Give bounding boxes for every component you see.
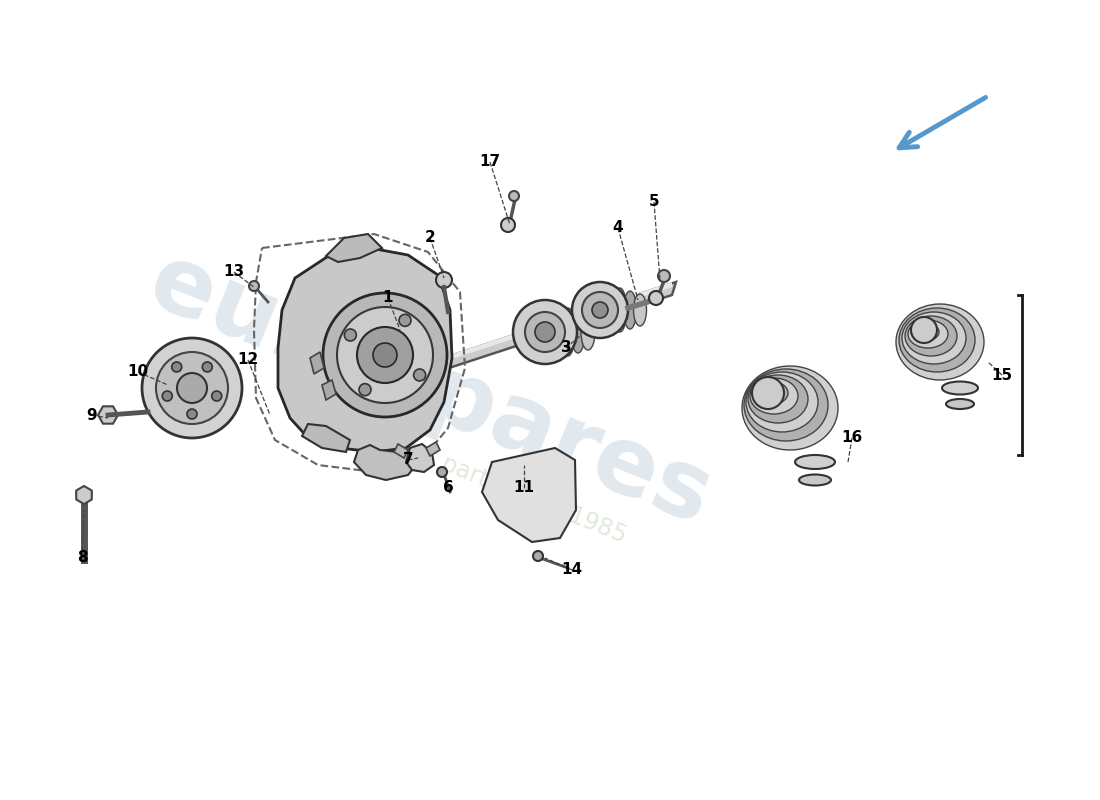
Circle shape <box>509 191 519 201</box>
Polygon shape <box>406 444 434 472</box>
Circle shape <box>572 282 628 338</box>
Ellipse shape <box>742 366 838 450</box>
Ellipse shape <box>581 314 595 350</box>
Polygon shape <box>326 234 382 262</box>
Text: 13: 13 <box>223 265 244 279</box>
Ellipse shape <box>594 282 606 338</box>
Circle shape <box>187 409 197 419</box>
Text: 8: 8 <box>77 550 87 566</box>
Text: 2: 2 <box>425 230 436 246</box>
Circle shape <box>323 293 447 417</box>
Polygon shape <box>345 282 672 394</box>
Circle shape <box>513 300 578 364</box>
Ellipse shape <box>561 308 575 356</box>
Circle shape <box>534 551 543 561</box>
Ellipse shape <box>905 316 957 356</box>
Text: 7: 7 <box>403 453 414 467</box>
Circle shape <box>911 317 937 343</box>
Circle shape <box>163 391 173 401</box>
Text: 9: 9 <box>87 407 97 422</box>
Circle shape <box>373 343 397 367</box>
Circle shape <box>582 292 618 328</box>
Text: 17: 17 <box>480 154 501 170</box>
Circle shape <box>535 322 556 342</box>
Text: 6: 6 <box>442 481 453 495</box>
Circle shape <box>156 352 228 424</box>
Polygon shape <box>98 406 118 424</box>
Circle shape <box>649 291 663 305</box>
Ellipse shape <box>911 323 939 341</box>
Circle shape <box>592 302 608 318</box>
Ellipse shape <box>908 320 948 348</box>
Polygon shape <box>354 445 420 480</box>
Circle shape <box>752 377 784 409</box>
Text: 12: 12 <box>238 353 258 367</box>
Text: eurospares: eurospares <box>135 235 724 545</box>
Ellipse shape <box>744 369 828 441</box>
Polygon shape <box>302 424 350 452</box>
Text: a passion for parts since 1985: a passion for parts since 1985 <box>290 392 630 548</box>
Polygon shape <box>278 248 452 452</box>
Circle shape <box>436 272 452 288</box>
Ellipse shape <box>942 382 978 394</box>
Ellipse shape <box>899 308 975 372</box>
Circle shape <box>249 281 258 291</box>
Circle shape <box>414 369 426 381</box>
Circle shape <box>211 391 222 401</box>
Text: 10: 10 <box>128 365 148 379</box>
Ellipse shape <box>634 294 647 326</box>
Text: 16: 16 <box>842 430 862 446</box>
Polygon shape <box>426 442 440 456</box>
Polygon shape <box>482 448 576 542</box>
Circle shape <box>142 338 242 438</box>
Text: 4: 4 <box>613 221 624 235</box>
Ellipse shape <box>946 399 974 409</box>
Circle shape <box>172 362 182 372</box>
Circle shape <box>437 467 447 477</box>
Text: 11: 11 <box>514 481 535 495</box>
Ellipse shape <box>746 372 818 432</box>
Circle shape <box>359 384 371 396</box>
Ellipse shape <box>541 302 556 362</box>
Text: 5: 5 <box>649 194 659 210</box>
Ellipse shape <box>795 455 835 469</box>
Circle shape <box>358 327 412 383</box>
Text: 1: 1 <box>383 290 394 306</box>
Text: 3: 3 <box>561 341 571 355</box>
Polygon shape <box>394 444 408 458</box>
Ellipse shape <box>750 378 798 414</box>
Circle shape <box>177 373 207 403</box>
Ellipse shape <box>614 288 627 332</box>
Polygon shape <box>76 486 91 504</box>
Ellipse shape <box>748 375 808 423</box>
Ellipse shape <box>624 291 637 329</box>
Ellipse shape <box>571 311 585 353</box>
Polygon shape <box>322 380 335 400</box>
Ellipse shape <box>799 474 830 486</box>
Circle shape <box>202 362 212 372</box>
Ellipse shape <box>902 312 966 364</box>
Circle shape <box>658 270 670 282</box>
Circle shape <box>337 307 433 403</box>
Circle shape <box>399 314 411 326</box>
Ellipse shape <box>896 304 984 380</box>
Circle shape <box>525 312 565 352</box>
Ellipse shape <box>551 305 565 359</box>
Polygon shape <box>310 352 324 374</box>
Circle shape <box>500 218 515 232</box>
Circle shape <box>344 329 356 341</box>
Text: 14: 14 <box>561 562 583 578</box>
Polygon shape <box>345 282 676 402</box>
Ellipse shape <box>604 285 616 335</box>
Text: 15: 15 <box>991 367 1013 382</box>
Ellipse shape <box>752 381 788 405</box>
